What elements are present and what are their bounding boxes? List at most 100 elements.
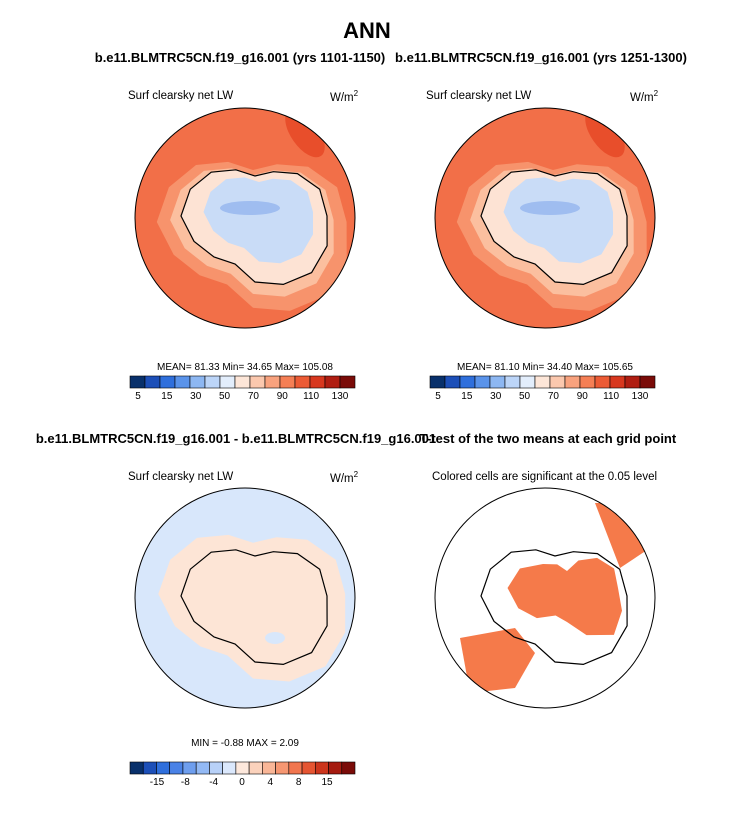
field-contour bbox=[220, 201, 280, 215]
colorbar-label: 15 bbox=[461, 391, 473, 402]
units: W/m bbox=[330, 92, 354, 104]
stats: MIN = -0.88 MAX = 2.09 bbox=[191, 738, 299, 749]
colorbar-box bbox=[275, 761, 290, 775]
colorbar-label: 130 bbox=[332, 391, 349, 402]
map-border bbox=[134, 487, 356, 709]
field-contour bbox=[265, 632, 285, 644]
colorbar-box bbox=[609, 375, 626, 389]
colorbar-box bbox=[248, 761, 263, 775]
colorbar-box bbox=[534, 375, 551, 389]
colorbar-box bbox=[549, 375, 566, 389]
units-exponent: 2 bbox=[354, 89, 359, 98]
coastline bbox=[480, 549, 628, 666]
units-exponent: 2 bbox=[354, 470, 359, 479]
colorbar-box bbox=[129, 761, 144, 775]
map-content bbox=[435, 488, 655, 708]
colorbar-box bbox=[142, 761, 157, 775]
colorbar-box bbox=[209, 761, 223, 775]
map-border bbox=[134, 107, 356, 329]
field-contour bbox=[520, 201, 580, 215]
colorbar-label: 4 bbox=[268, 777, 274, 788]
colorbar-box bbox=[174, 375, 191, 389]
colorbar-label: 30 bbox=[190, 391, 202, 402]
colorbar-box bbox=[314, 761, 329, 775]
colorbar-box bbox=[156, 761, 171, 775]
colorbar-box bbox=[294, 375, 311, 389]
polar-map bbox=[134, 487, 356, 709]
field-contour bbox=[285, 108, 325, 158]
colorbar-box bbox=[264, 375, 281, 389]
colorbar-label: 110 bbox=[303, 391, 319, 402]
colorbar-label: 15 bbox=[321, 777, 333, 788]
map-border bbox=[434, 487, 656, 709]
figure-title: ANN bbox=[343, 18, 391, 43]
colorbar-box bbox=[219, 375, 236, 389]
colorbar-box bbox=[339, 375, 356, 389]
coastline bbox=[480, 169, 628, 286]
colorbar-box bbox=[624, 375, 641, 389]
panel-subtitle: Surf clearsky net LW bbox=[128, 471, 233, 483]
colorbar-box bbox=[235, 761, 250, 775]
colorbar-label: 70 bbox=[548, 391, 560, 402]
map-content bbox=[135, 108, 355, 328]
colorbar-box bbox=[159, 375, 176, 389]
colorbar-label: 110 bbox=[603, 391, 619, 402]
map-content bbox=[435, 108, 655, 328]
colorbar-label: 5 bbox=[135, 391, 141, 402]
units-exponent: 2 bbox=[654, 89, 659, 98]
colorbar-box bbox=[309, 375, 326, 389]
significant-cells bbox=[507, 557, 622, 636]
colorbar-box bbox=[519, 375, 536, 389]
colorbar-box bbox=[301, 761, 316, 775]
coastline bbox=[180, 169, 328, 286]
panel-subtitle: Surf clearsky net LW bbox=[128, 90, 233, 102]
colorbar-label: 90 bbox=[577, 391, 589, 402]
significant-cells bbox=[460, 628, 535, 693]
colorbar-box bbox=[429, 375, 446, 389]
panel-subtitle: Surf clearsky net LW bbox=[426, 90, 531, 102]
colorbar-label: 50 bbox=[519, 391, 531, 402]
field-contour bbox=[203, 177, 313, 264]
colorbar-box bbox=[341, 761, 356, 775]
panel-title: b.e11.BLMTRC5CN.f19_g16.001 - b.e11.BLMT… bbox=[36, 431, 436, 446]
colorbar-box bbox=[234, 375, 251, 389]
colorbar-box bbox=[564, 375, 581, 389]
stats: MEAN= 81.33 Min= 34.65 Max= 105.08 bbox=[157, 362, 333, 373]
panel-title: b.e11.BLMTRC5CN.f19_g16.001 (yrs 1251-13… bbox=[395, 50, 687, 65]
field-contour bbox=[158, 534, 346, 682]
colorbar-box bbox=[195, 761, 210, 775]
panel-subtitle: Colored cells are significant at the 0.0… bbox=[432, 471, 657, 483]
map-content bbox=[135, 488, 355, 708]
colorbar-box bbox=[288, 761, 303, 775]
field-contour bbox=[585, 108, 625, 158]
colorbar-box bbox=[579, 375, 596, 389]
colorbar-box bbox=[444, 375, 461, 389]
colorbar-label: 0 bbox=[239, 777, 245, 788]
colorbar-label: 70 bbox=[248, 391, 260, 402]
colorbar-box bbox=[262, 761, 276, 775]
stats: MEAN= 81.10 Min= 34.40 Max= 105.65 bbox=[457, 362, 633, 373]
colorbar-box bbox=[144, 375, 161, 389]
colorbar-box bbox=[169, 761, 184, 775]
field-contour bbox=[503, 177, 613, 264]
colorbar-box bbox=[189, 375, 206, 389]
colorbar-box bbox=[129, 375, 146, 389]
polar-map bbox=[434, 107, 656, 329]
colorbar-label: 30 bbox=[490, 391, 502, 402]
colorbar-box bbox=[182, 761, 197, 775]
units: W/m bbox=[330, 473, 354, 485]
colorbar-label: -8 bbox=[181, 777, 190, 788]
colorbar-box bbox=[222, 761, 237, 775]
colorbar-label: 5 bbox=[435, 391, 441, 402]
colorbar-box bbox=[328, 761, 343, 775]
panel-title: b.e11.BLMTRC5CN.f19_g16.001 (yrs 1101-11… bbox=[95, 50, 386, 65]
colorbar-box bbox=[324, 375, 341, 389]
units: W/m bbox=[630, 92, 654, 104]
colorbar-label: 50 bbox=[219, 391, 231, 402]
colorbar-box bbox=[459, 375, 476, 389]
panel-title: T-test of the two means at each grid poi… bbox=[420, 431, 677, 446]
polar-map bbox=[434, 487, 656, 709]
units-label: W/m2 bbox=[330, 470, 359, 485]
units-label: W/m2 bbox=[630, 89, 659, 104]
